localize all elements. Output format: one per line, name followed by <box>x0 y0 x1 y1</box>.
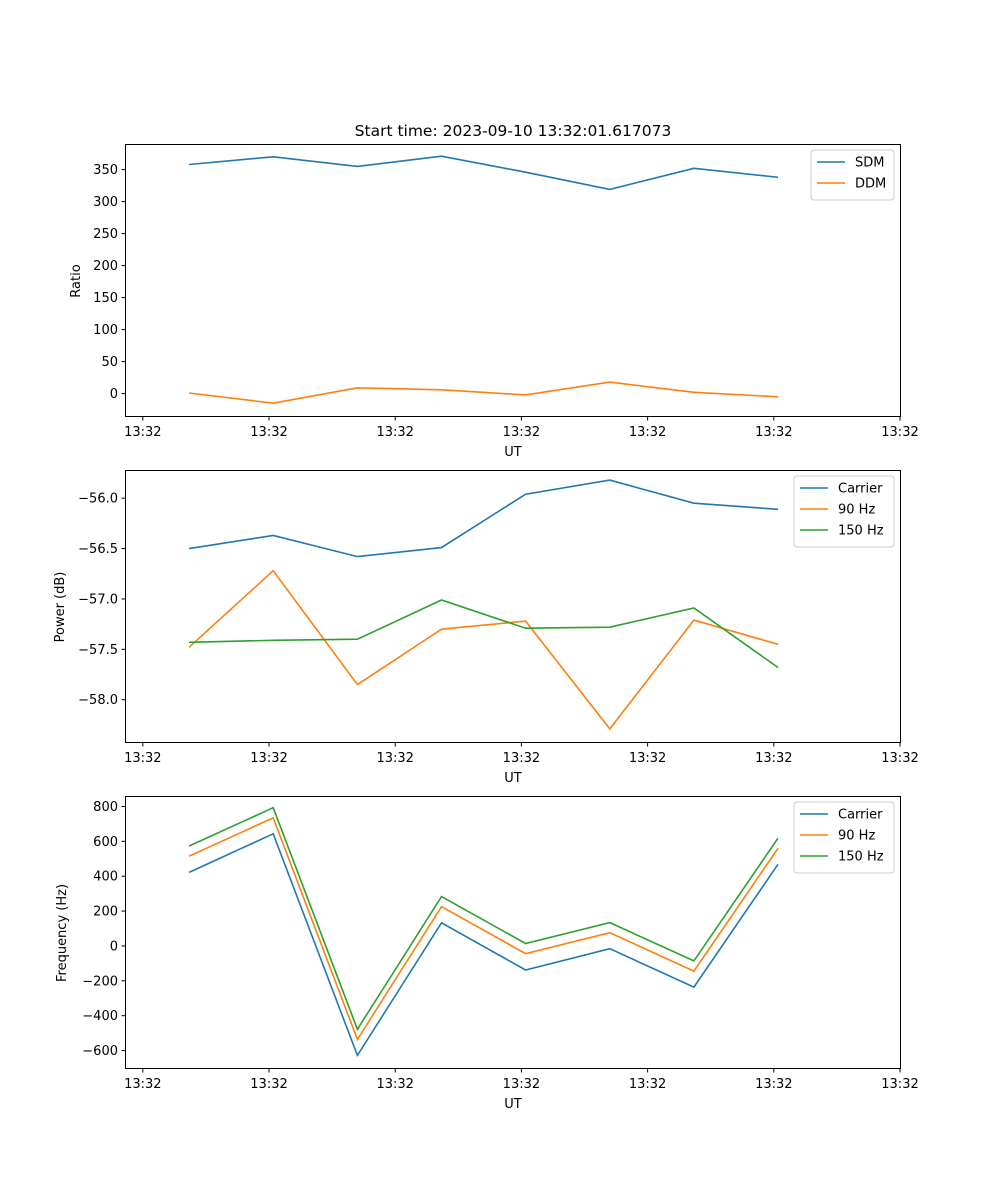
power-x-tick-label: 13:32 <box>503 751 540 766</box>
frequency-subplot: 13:32 13:32 13:32 13:32 13:32 13:32 13:32 −600 −… <box>55 796 919 1112</box>
frequency-y-tick-label: 200 <box>93 905 118 920</box>
frequency-x-tick-label: 13:32 <box>881 1077 918 1092</box>
frequency-x-axis-label: UT <box>504 1097 522 1112</box>
frequency-series-150-hz-line <box>188 806 779 1032</box>
frequency-x-tick-label: 13:32 <box>250 1077 287 1092</box>
power-x-tick-label: 13:32 <box>755 751 792 766</box>
power-x-tick-label: 13:32 <box>124 751 161 766</box>
ratio-x-tick-label: 13:32 <box>755 425 792 440</box>
power-axes-frame <box>125 470 901 743</box>
ratio-y-tick-label: 200 <box>93 259 118 274</box>
ratio-y-tick-label: 250 <box>93 227 118 242</box>
ratio-y-tick-label: 50 <box>101 355 118 370</box>
frequency-ticks: 13:32 13:32 13:32 13:32 13:32 13:32 13:32 −600 −… <box>82 800 918 1092</box>
ratio-x-axis-label: UT <box>504 445 522 460</box>
power-ticks: 13:32 13:32 13:32 13:32 13:32 13:32 13:32 −58.0… <box>78 492 919 766</box>
power-legend: Carrier 90 Hz 150 Hz <box>793 475 895 548</box>
frequency-y-tick-label: 400 <box>93 870 118 885</box>
ratio-y-tick-label: 0 <box>110 387 118 402</box>
ratio-legend-label-sdm: SDM <box>855 156 884 171</box>
frequency-x-tick-label: 13:32 <box>629 1077 666 1092</box>
frequency-legend-label-150-hz: 150 Hz <box>838 850 884 865</box>
power-y-tick-label: −58.0 <box>78 693 118 708</box>
frequency-y-tick-label: −600 <box>82 1044 118 1059</box>
power-series-carrier-line <box>188 479 779 558</box>
frequency-y-tick-label: 600 <box>93 835 118 850</box>
ratio-y-tick-label: 100 <box>93 323 118 338</box>
power-series-150-hz-line <box>189 599 779 669</box>
ratio-y-axis-label: Ratio <box>69 264 84 297</box>
ratio-subplot: 13:32 13:32 13:32 13:32 13:32 13:32 13:32 0 50 10… <box>69 144 919 460</box>
frequency-x-tick-label: 13:32 <box>755 1077 792 1092</box>
ratio-x-tick-label: 13:32 <box>881 425 918 440</box>
ratio-y-tick-label: 350 <box>93 163 118 178</box>
ratio-series-sdm-line <box>189 155 779 191</box>
power-x-tick-label: 13:32 <box>250 751 287 766</box>
frequency-y-axis-label: Frequency (Hz) <box>55 884 70 982</box>
power-y-tick-label: −57.0 <box>78 592 118 607</box>
power-x-tick-label: 13:32 <box>629 751 666 766</box>
power-legend-label-150-hz: 150 Hz <box>838 524 884 539</box>
power-lines <box>188 479 779 731</box>
ratio-lines <box>189 155 779 405</box>
ratio-legend-label-ddm: DDM <box>855 177 886 192</box>
frequency-legend-label-90-hz: 90 Hz <box>838 829 875 844</box>
frequency-series-90-hz-line <box>188 816 779 1042</box>
ratio-y-tick-label: 300 <box>93 195 118 210</box>
power-x-tick-label: 13:32 <box>376 751 413 766</box>
frequency-y-tick-label: 0 <box>110 939 118 954</box>
power-y-tick-label: −56.5 <box>78 542 118 557</box>
frequency-x-tick-label: 13:32 <box>503 1077 540 1092</box>
power-series-90-hz-line <box>188 569 779 731</box>
ratio-legend: SDM DDM <box>810 149 895 201</box>
power-legend-label-carrier: Carrier <box>838 482 883 497</box>
frequency-x-tick-label: 13:32 <box>376 1077 413 1092</box>
figure-title: Start time: 2023-09-10 13:32:01.617073 <box>355 122 672 140</box>
ratio-x-tick-label: 13:32 <box>629 425 666 440</box>
power-legend-label-90-hz: 90 Hz <box>838 503 875 518</box>
frequency-y-tick-label: −200 <box>82 974 118 989</box>
ratio-series-ddm-line <box>189 381 779 405</box>
frequency-legend: Carrier 90 Hz 150 Hz <box>793 801 895 874</box>
frequency-y-tick-label: −400 <box>82 1009 118 1024</box>
power-x-axis-label: UT <box>504 771 522 786</box>
ratio-x-tick-label: 13:32 <box>503 425 540 440</box>
ratio-axes-frame <box>125 144 901 417</box>
power-x-tick-label: 13:32 <box>881 751 918 766</box>
power-y-tick-label: −57.5 <box>78 643 118 658</box>
frequency-y-tick-label: 800 <box>93 800 118 815</box>
ratio-x-tick-label: 13:32 <box>376 425 413 440</box>
power-y-tick-label: −56.0 <box>78 492 118 507</box>
ratio-y-tick-label: 150 <box>93 291 118 306</box>
frequency-legend-label-carrier: Carrier <box>838 808 883 823</box>
power-subplot: 13:32 13:32 13:32 13:32 13:32 13:32 13:32 −58.0… <box>53 470 919 786</box>
power-y-axis-label: Power (dB) <box>53 572 68 643</box>
frequency-x-tick-label: 13:32 <box>124 1077 161 1092</box>
ratio-x-tick-label: 13:32 <box>250 425 287 440</box>
ratio-x-tick-label: 13:32 <box>124 425 161 440</box>
frequency-lines <box>188 806 779 1058</box>
frequency-series-carrier-line <box>188 832 779 1058</box>
ratio-ticks: 13:32 13:32 13:32 13:32 13:32 13:32 13:32 0 50 10… <box>93 163 919 440</box>
frequency-axes-frame <box>125 796 901 1069</box>
